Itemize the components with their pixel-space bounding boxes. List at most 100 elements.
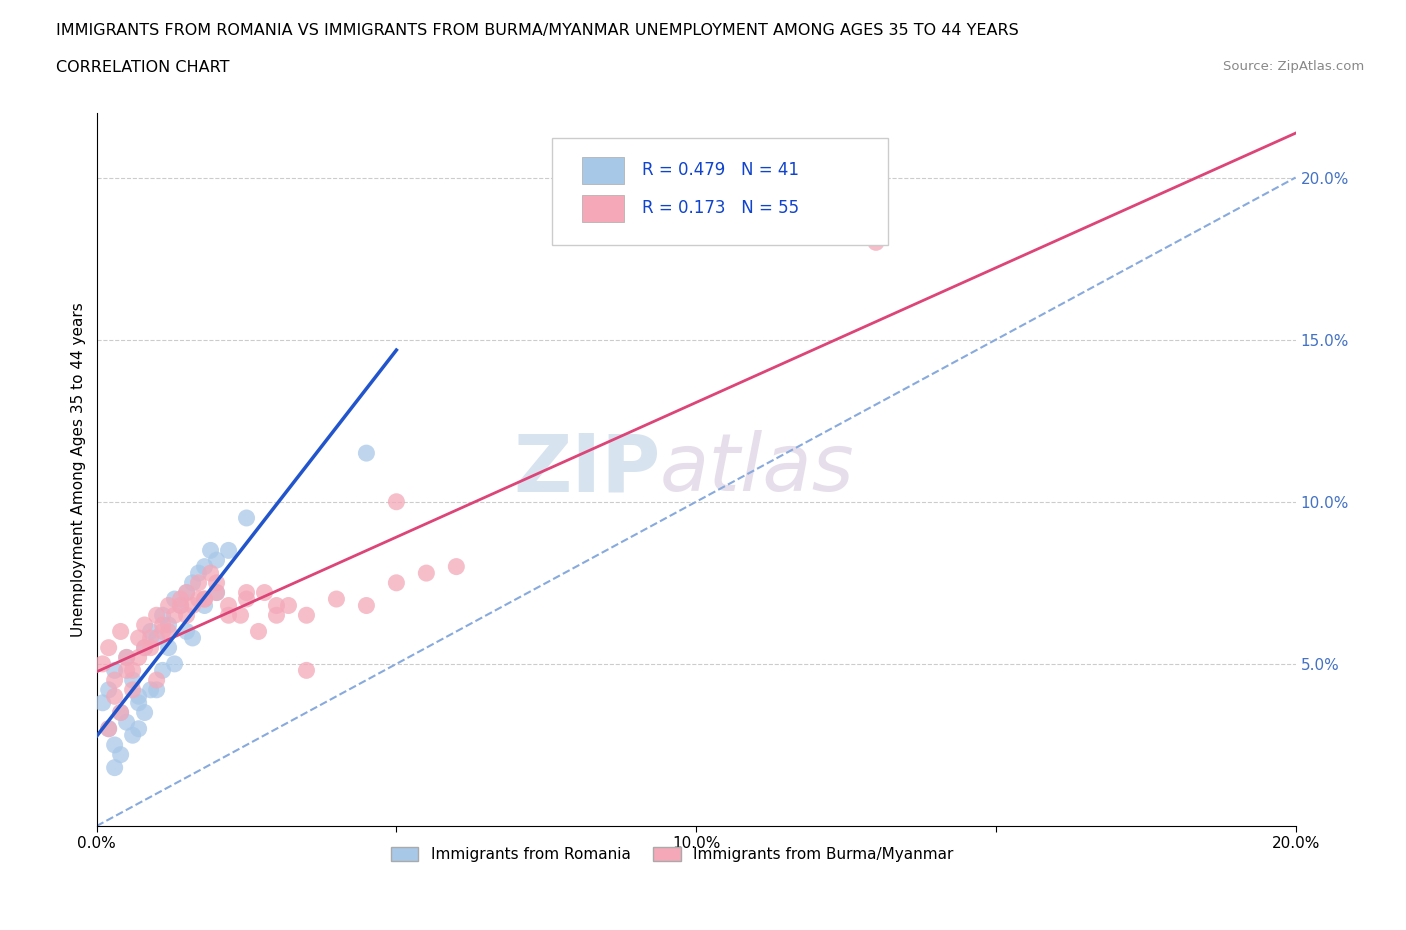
- Point: [157, 618, 180, 632]
- Point: [115, 715, 138, 730]
- Point: [385, 495, 408, 510]
- Point: [128, 689, 150, 704]
- Point: [110, 624, 132, 639]
- Point: [134, 640, 156, 655]
- Point: [139, 640, 162, 655]
- FancyBboxPatch shape: [582, 194, 624, 221]
- Point: [115, 650, 138, 665]
- Point: [193, 591, 215, 606]
- Point: [152, 663, 174, 678]
- Point: [121, 728, 143, 743]
- Point: [205, 585, 228, 600]
- Point: [91, 657, 114, 671]
- Point: [169, 598, 191, 613]
- Point: [253, 585, 276, 600]
- FancyBboxPatch shape: [582, 157, 624, 184]
- Legend: Immigrants from Romania, Immigrants from Burma/Myanmar: Immigrants from Romania, Immigrants from…: [385, 841, 959, 869]
- Point: [247, 624, 270, 639]
- Point: [415, 565, 437, 580]
- Point: [218, 608, 240, 623]
- Point: [157, 624, 180, 639]
- Point: [110, 705, 132, 720]
- Point: [157, 598, 180, 613]
- Point: [128, 650, 150, 665]
- Point: [134, 640, 156, 655]
- Point: [152, 618, 174, 632]
- Point: [163, 591, 186, 606]
- Point: [176, 585, 198, 600]
- Point: [121, 672, 143, 687]
- Point: [152, 624, 174, 639]
- Y-axis label: Unemployment Among Ages 35 to 44 years: Unemployment Among Ages 35 to 44 years: [72, 302, 86, 637]
- Point: [134, 705, 156, 720]
- Point: [134, 618, 156, 632]
- Point: [176, 585, 198, 600]
- Point: [218, 543, 240, 558]
- Point: [97, 722, 120, 737]
- Point: [139, 683, 162, 698]
- Point: [193, 598, 215, 613]
- Point: [104, 737, 127, 752]
- Point: [205, 552, 228, 567]
- Point: [163, 657, 186, 671]
- Point: [97, 722, 120, 737]
- Point: [325, 591, 347, 606]
- Point: [865, 235, 887, 250]
- Point: [145, 672, 167, 687]
- Point: [157, 640, 180, 655]
- Point: [218, 598, 240, 613]
- Point: [176, 608, 198, 623]
- Point: [181, 631, 204, 645]
- Point: [295, 663, 318, 678]
- Point: [277, 598, 299, 613]
- Point: [266, 608, 288, 623]
- Text: atlas: atlas: [661, 431, 855, 509]
- Text: R = 0.479   N = 41: R = 0.479 N = 41: [643, 162, 799, 179]
- Point: [128, 722, 150, 737]
- Point: [145, 631, 167, 645]
- Point: [91, 696, 114, 711]
- Point: [295, 608, 318, 623]
- Text: IMMIGRANTS FROM ROMANIA VS IMMIGRANTS FROM BURMA/MYANMAR UNEMPLOYMENT AMONG AGES: IMMIGRANTS FROM ROMANIA VS IMMIGRANTS FR…: [56, 23, 1019, 38]
- Point: [128, 696, 150, 711]
- Point: [181, 598, 204, 613]
- Point: [200, 543, 222, 558]
- FancyBboxPatch shape: [553, 138, 889, 245]
- Point: [128, 631, 150, 645]
- Point: [97, 640, 120, 655]
- Text: R = 0.173   N = 55: R = 0.173 N = 55: [643, 199, 799, 218]
- Point: [235, 585, 257, 600]
- Point: [163, 608, 186, 623]
- Point: [97, 683, 120, 698]
- Point: [121, 683, 143, 698]
- Point: [104, 663, 127, 678]
- Point: [235, 511, 257, 525]
- Point: [193, 559, 215, 574]
- Point: [104, 760, 127, 775]
- Point: [446, 559, 468, 574]
- Point: [104, 689, 127, 704]
- Point: [104, 672, 127, 687]
- Point: [187, 576, 209, 591]
- Point: [187, 591, 209, 606]
- Point: [205, 585, 228, 600]
- Point: [169, 598, 191, 613]
- Text: Source: ZipAtlas.com: Source: ZipAtlas.com: [1223, 60, 1364, 73]
- Point: [205, 576, 228, 591]
- Point: [187, 565, 209, 580]
- Text: ZIP: ZIP: [513, 431, 661, 509]
- Point: [110, 747, 132, 762]
- Point: [152, 608, 174, 623]
- Point: [356, 598, 378, 613]
- Point: [229, 608, 252, 623]
- Point: [121, 663, 143, 678]
- Point: [181, 576, 204, 591]
- Point: [169, 591, 191, 606]
- Point: [385, 576, 408, 591]
- Point: [115, 663, 138, 678]
- Point: [235, 591, 257, 606]
- Point: [110, 705, 132, 720]
- Point: [145, 608, 167, 623]
- Point: [356, 445, 378, 460]
- Point: [266, 598, 288, 613]
